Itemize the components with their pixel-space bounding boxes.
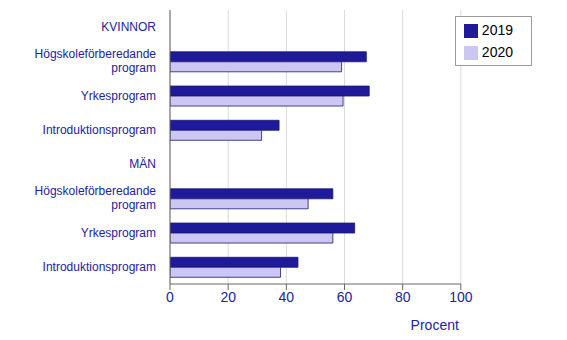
svg-text:60: 60 (337, 289, 353, 305)
svg-text:Introduktionsprogram: Introduktionsprogram (43, 123, 156, 137)
svg-text:20: 20 (220, 289, 236, 305)
svg-text:Introduktionsprogram: Introduktionsprogram (43, 260, 156, 274)
svg-text:Högskoleförberedandeprogram: Högskoleförberedandeprogram (35, 184, 157, 212)
svg-text:Yrkesprogram: Yrkesprogram (81, 226, 156, 240)
svg-text:Högskoleförberedandeprogram: Högskoleförberedandeprogram (35, 47, 157, 75)
html-text:2019: 2019 (481, 22, 513, 38)
svg-text:0: 0 (166, 289, 174, 305)
svg-text:40: 40 (279, 289, 295, 305)
svg-text:MÄN: MÄN (129, 157, 156, 171)
svg-text:100: 100 (449, 289, 473, 305)
svg-text:Yrkesprogram: Yrkesprogram (81, 89, 156, 103)
html-text:2020: 2020 (481, 44, 513, 60)
svg-text:Procent: Procent (411, 317, 459, 332)
svg-text:80: 80 (395, 289, 411, 305)
svg-text:KVINNOR: KVINNOR (101, 20, 156, 34)
